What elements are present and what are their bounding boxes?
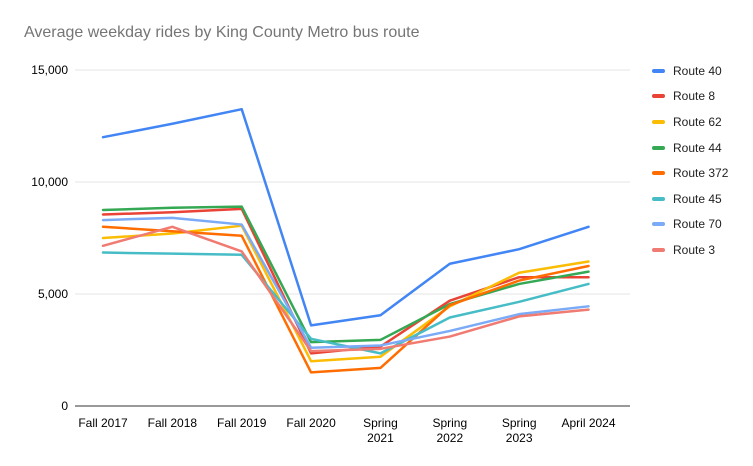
legend-color-marker [652,68,665,73]
x-axis-tick-label: Spring [432,416,467,430]
x-axis-tick-label: Fall 2019 [217,416,267,430]
x-axis-tick-label: 2021 [367,431,394,445]
legend-color-marker [652,196,665,201]
series-line-route-70 [101,216,590,350]
series-line-route-44 [101,205,590,344]
legend-item-route-372[interactable]: Route 372 [652,160,728,186]
x-axis-tick-label: 2022 [436,431,463,445]
chart-title: Average weekday rides by King County Met… [24,24,420,41]
x-axis-tick-label: Spring [363,416,398,430]
series-line-route-45 [101,251,590,355]
y-axis-tick-label: 15,000 [31,63,68,77]
legend-label: Route 70 [673,217,722,232]
legend-item-route-44[interactable]: Route 44 [652,135,728,161]
legend-item-route-45[interactable]: Route 45 [652,186,728,212]
legend-item-route-3[interactable]: Route 3 [652,237,728,263]
legend-label: Route 62 [673,114,722,129]
x-axis-tick-label: Fall 2020 [286,416,336,430]
y-axis-tick-label: 0 [61,399,68,413]
x-axis-tick-label: April 2024 [561,416,615,430]
legend-label: Route 44 [673,140,722,155]
legend-label: Route 45 [673,191,722,206]
legend-item-route-8[interactable]: Route 8 [652,84,728,110]
legend-color-marker [652,171,665,176]
x-axis-tick-label: Fall 2017 [78,416,128,430]
legend-item-route-70[interactable]: Route 70 [652,212,728,238]
legend-color-marker [652,222,665,227]
x-axis-tick-label: 2023 [506,431,533,445]
legend-item-route-62[interactable]: Route 62 [652,109,728,135]
legend-label: Route 372 [673,166,729,181]
series-line-route-40 [101,107,590,327]
x-axis-tick-label: Fall 2018 [148,416,198,430]
legend-color-marker [652,119,665,124]
legend-label: Route 8 [673,89,716,104]
series-line-route-3 [101,225,590,353]
legend-label: Route 40 [673,63,722,78]
legend-color-marker [652,247,665,252]
legend-label: Route 3 [673,242,716,257]
legend-item-route-40[interactable]: Route 40 [652,58,728,84]
y-axis-tick-label: 10,000 [31,175,68,189]
y-axis-tick-label: 5,000 [38,287,68,301]
legend: Route 40 Route 8 Route 62 Route 44 Route 372… [652,58,728,263]
x-axis-tick-label: Spring [502,416,537,430]
legend-color-marker [652,145,665,150]
legend-color-marker [652,94,665,99]
